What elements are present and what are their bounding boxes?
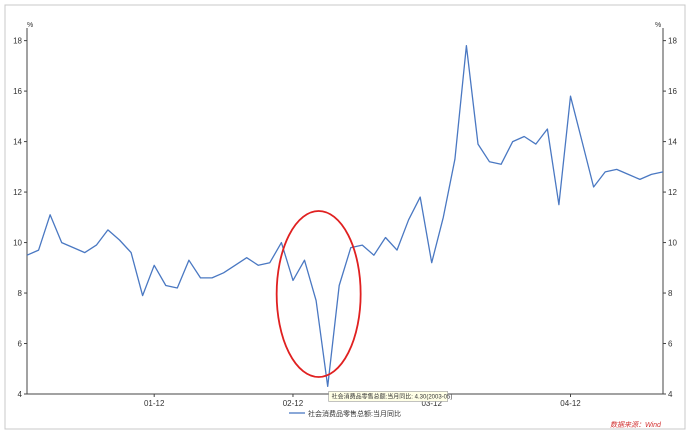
tooltip-text: 社会消费品零售总额:当月同比: 4.30(2003-05) [332, 392, 453, 400]
y-tick-label-left: 18 [13, 37, 22, 46]
highlight-ellipse-annotation [275, 210, 362, 378]
y-tick-label-right: 10 [668, 239, 677, 248]
y-tick-label-right: 12 [668, 188, 677, 197]
left-unit-label: % [27, 22, 33, 29]
x-tick-label: 03-12 [421, 399, 442, 408]
y-tick-label-left: 14 [13, 138, 22, 147]
right-unit-label: % [655, 22, 661, 29]
data-tooltip: 社会消费品零售总额:当月同比: 4.30(2003-05) [328, 391, 453, 402]
y-tick-label-right: 16 [668, 87, 677, 96]
legend: 社会消费品零售总额:当月同比 [289, 409, 401, 418]
y-tick-label-left: 10 [13, 239, 22, 248]
y-tick-label-left: 16 [13, 87, 22, 96]
y-tick-label-left: 12 [13, 188, 22, 197]
y-tick-label-right: 6 [668, 340, 673, 349]
x-tick-label: 04-12 [560, 399, 581, 408]
x-tick-label: 01-12 [144, 399, 165, 408]
y-axis-ticks: 4 4 6 6 8 8 10 10 12 12 14 14 16 16 18 18 [13, 37, 677, 399]
chart-frame [4, 4, 686, 430]
y-tick-label-left: 4 [18, 390, 23, 399]
y-tick-label-left: 8 [18, 289, 23, 298]
data-source-label: 数据来源：Wind [610, 421, 662, 429]
tooltip-box [328, 391, 448, 402]
y-tick-label-right: 18 [668, 37, 677, 46]
y-tick-label-right: 4 [668, 390, 673, 399]
y-tick-label-left: 6 [18, 340, 23, 349]
series-line-retail-sales-yoy [26, 45, 664, 388]
y-tick-label-right: 14 [668, 138, 677, 147]
legend-label: 社会消费品零售总额:当月同比 [308, 409, 401, 418]
y-tick-label-right: 8 [668, 289, 673, 298]
x-tick-label: 02-12 [283, 399, 304, 408]
